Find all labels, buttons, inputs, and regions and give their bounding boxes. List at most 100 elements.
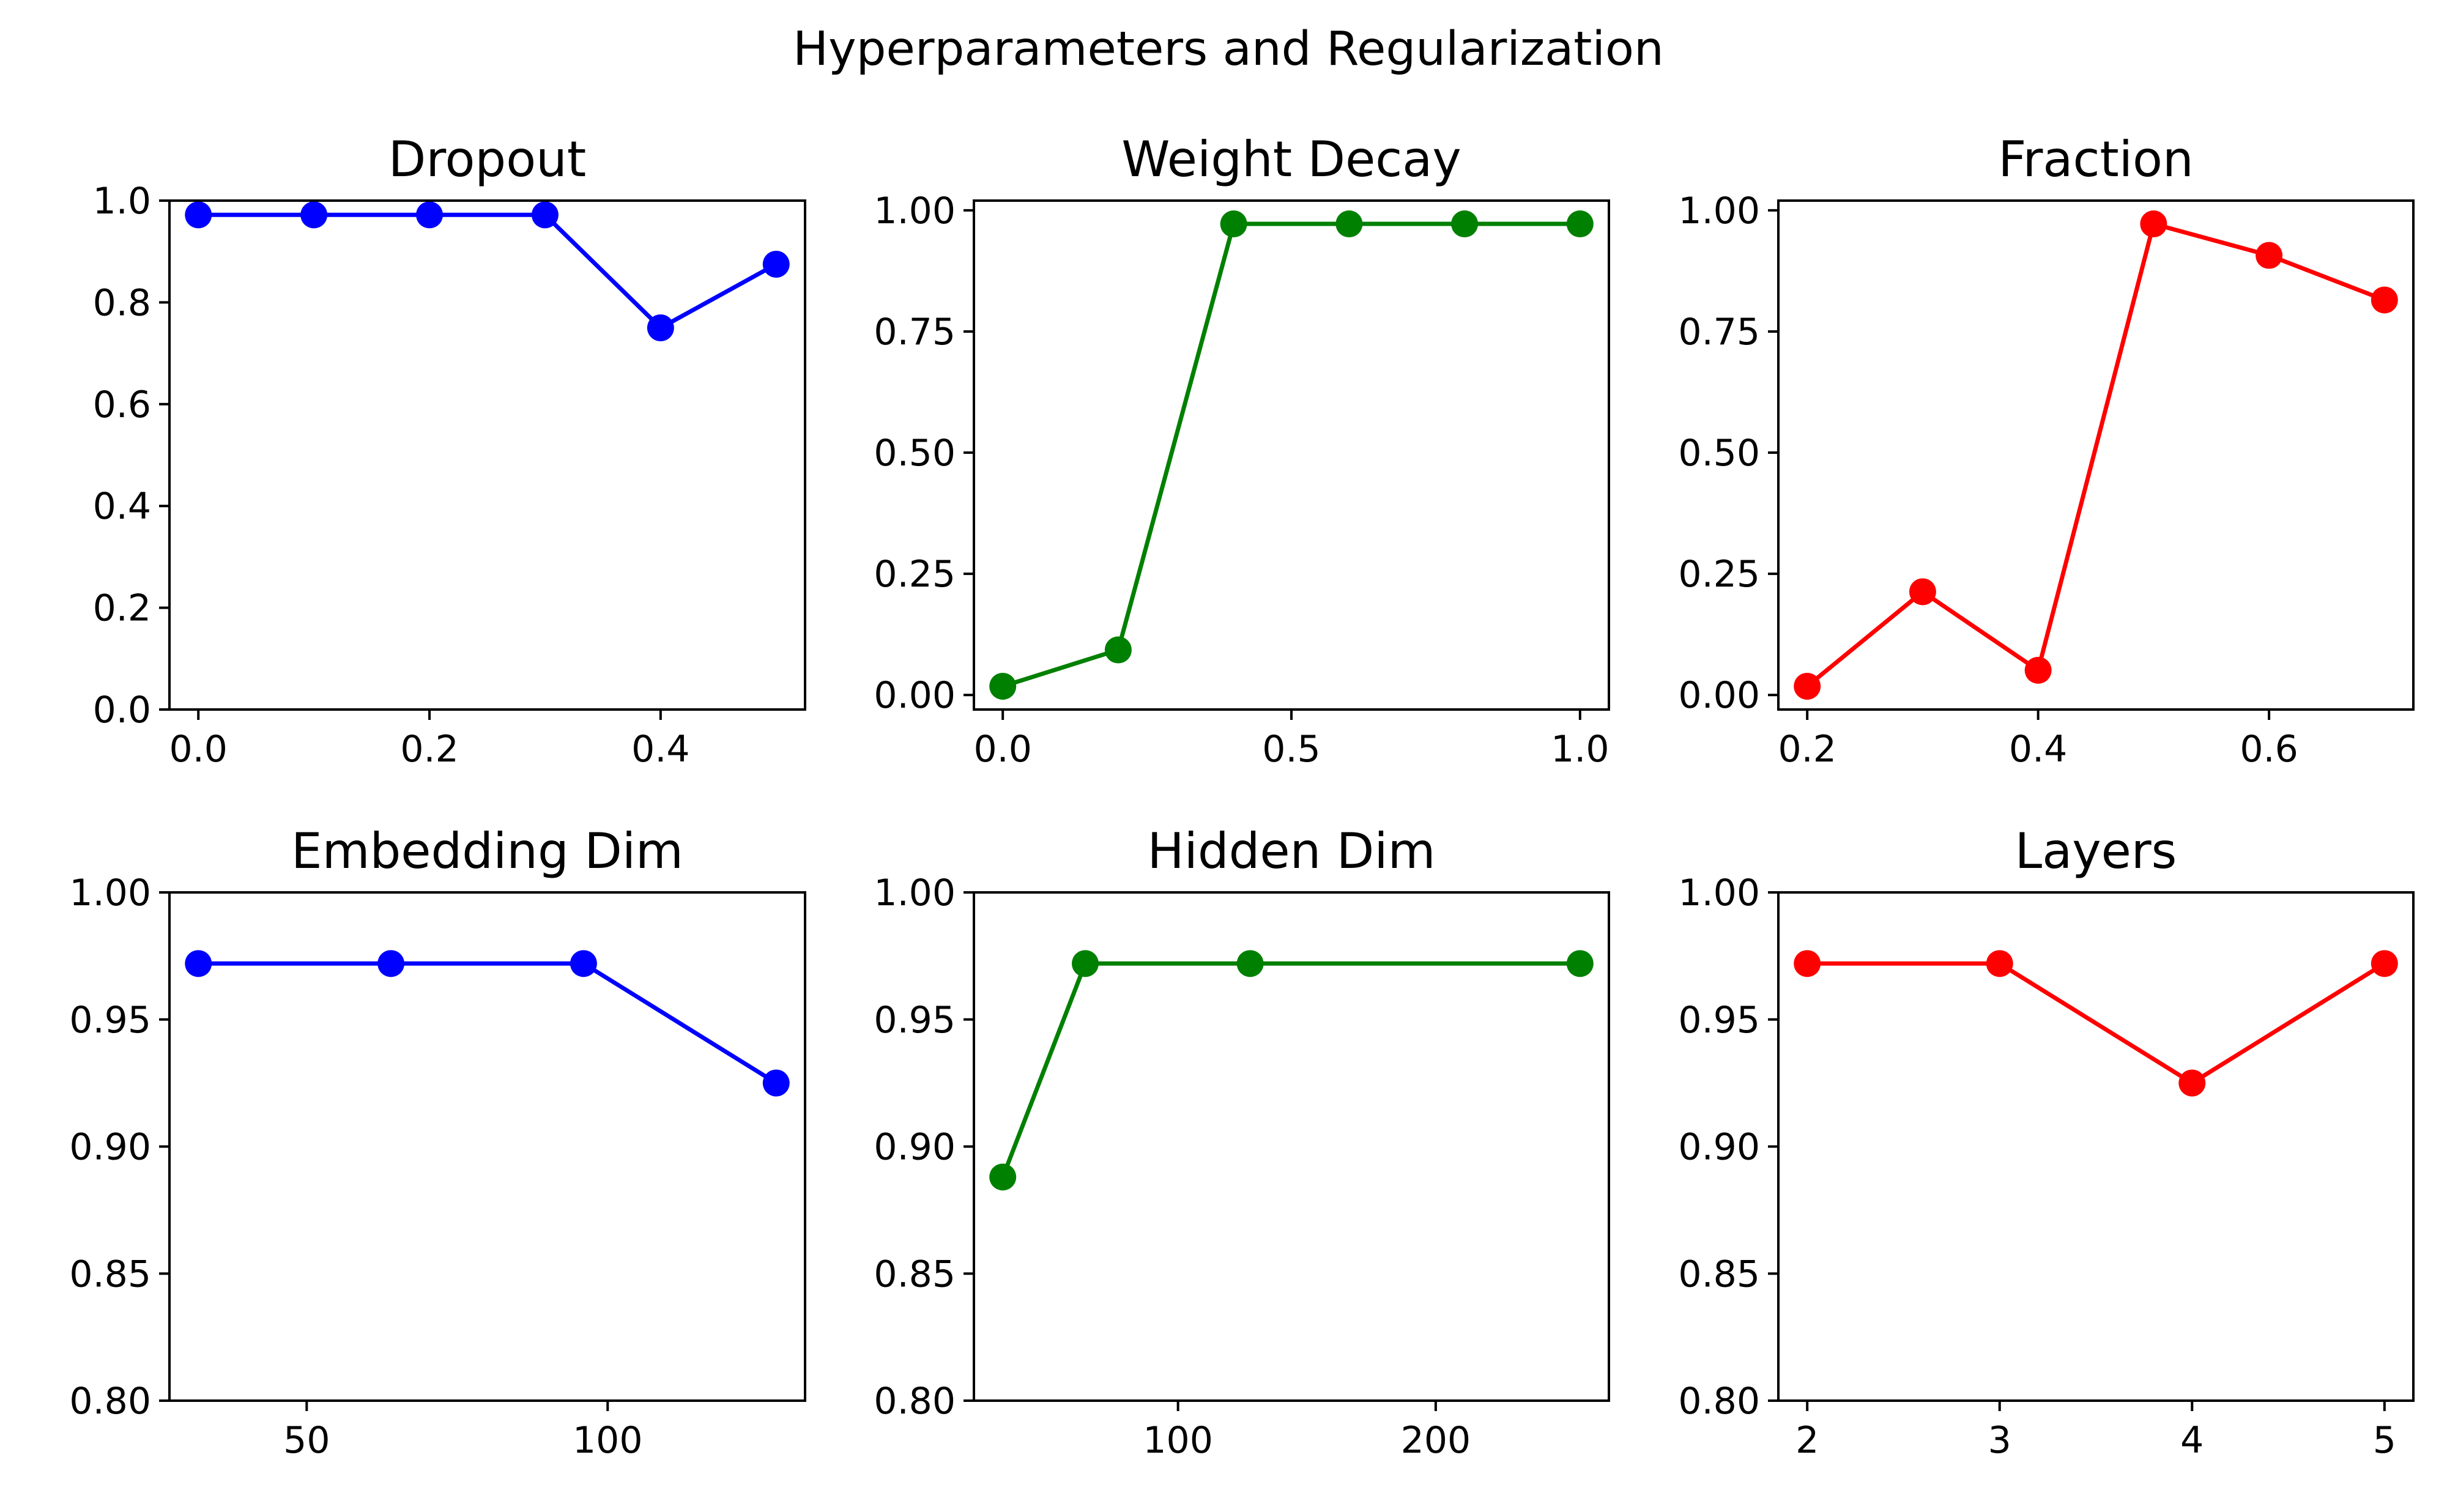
x-tick-label: 100 — [1143, 1419, 1213, 1462]
y-tick-label: 0.0 — [93, 689, 151, 732]
y-tick-label: 1.00 — [874, 190, 956, 232]
data-point — [570, 950, 597, 977]
series-line — [1000, 961, 1583, 1180]
y-tick-label: 0.50 — [874, 432, 956, 475]
y-tick-label: 0.50 — [1678, 432, 1760, 475]
y-tick-label: 0.25 — [874, 553, 956, 596]
data-point — [416, 201, 444, 229]
y-tick-label: 0.85 — [69, 1253, 151, 1295]
data-point — [1909, 578, 1936, 606]
data-point — [2371, 286, 2398, 314]
figure-title: Hyperparameters and Regularization — [793, 22, 1664, 76]
y-tick-label: 0.00 — [1678, 674, 1760, 717]
y-tick-label: 1.00 — [1678, 190, 1760, 232]
x-tick-label: 0.4 — [631, 728, 689, 771]
subplot-title: Embedding Dim — [291, 823, 683, 880]
y-tick-label: 0.25 — [1678, 553, 1760, 596]
y-tick-label: 0.95 — [874, 999, 956, 1042]
data-point — [1104, 636, 1132, 664]
data-point — [647, 314, 674, 341]
data-point — [185, 201, 212, 229]
data-point — [989, 672, 1017, 700]
subplot-title: Dropout — [388, 131, 586, 188]
x-tick-label: 0.5 — [1262, 728, 1320, 771]
subplot-6: Layers 0.80 0.85 0.90 0.95 1.00 2 3 4 5 — [1678, 823, 2415, 1462]
y-tick-label: 1.00 — [69, 872, 151, 914]
subplot-title: Weight Decay — [1121, 131, 1461, 188]
y-tick-label: 0.85 — [874, 1253, 956, 1295]
data-point — [2256, 242, 2283, 269]
x-tick-label: 200 — [1401, 1419, 1471, 1462]
y-tick-label: 1.00 — [874, 872, 956, 914]
axes-frame — [973, 199, 1610, 711]
x-tick-label: 0.4 — [2009, 728, 2067, 771]
data-point — [989, 1163, 1017, 1191]
y-tick-label: 0.80 — [69, 1380, 151, 1423]
data-point — [762, 1069, 790, 1097]
y-tick-label: 0.80 — [874, 1380, 956, 1423]
data-point — [1566, 210, 1594, 238]
data-point — [2371, 950, 2398, 977]
y-tick-label: 1.00 — [1678, 872, 1760, 914]
x-tick-label: 0.0 — [973, 728, 1031, 771]
series-line — [1000, 221, 1583, 689]
x-tick-label: 50 — [283, 1419, 330, 1462]
subplot-4: Embedding Dim 0.80 0.85 0.90 0.95 1.00 50 100 — [69, 823, 806, 1462]
data-point — [2140, 210, 2167, 238]
data-point — [377, 950, 405, 977]
data-point — [2024, 656, 2052, 684]
axes-frame — [1777, 891, 2415, 1402]
y-tick-label: 0.85 — [1678, 1253, 1760, 1295]
series-line — [196, 961, 779, 1086]
x-tick-label: 1.0 — [1551, 728, 1609, 771]
data-point — [1236, 950, 1264, 977]
x-tick-label: 100 — [573, 1419, 643, 1462]
series-line — [1804, 221, 2388, 689]
y-tick-label: 0.90 — [874, 1126, 956, 1169]
data-point — [1071, 950, 1099, 977]
series-line — [196, 212, 779, 330]
x-tick-label: 0.2 — [400, 728, 458, 771]
x-tick-label: 4 — [2180, 1419, 2204, 1462]
subplot-2: Weight Decay 0.00 0.25 0.50 0.75 1.00 0.0 0.5 1.… — [874, 131, 1610, 771]
data-point — [1335, 210, 1363, 238]
subplot-1: Dropout 0.0 0.2 0.4 0.6 0.8 1.0 0.0 0.2 0.4 — [93, 131, 806, 771]
y-tick-label: 0.75 — [874, 311, 956, 354]
y-tick-label: 0.6 — [93, 384, 151, 426]
subplot-grid: Dropout 0.0 0.2 0.4 0.6 0.8 1.0 0.0 0.2 0.4 Weight… — [69, 131, 2415, 1462]
y-tick-label: 0.8 — [93, 281, 151, 324]
y-tick-label: 1.0 — [93, 180, 151, 223]
subplot-title: Fraction — [1998, 131, 2193, 188]
data-point — [300, 201, 328, 229]
y-tick-label: 0.95 — [69, 999, 151, 1042]
data-point — [1451, 210, 1479, 238]
x-tick-label: 0.0 — [169, 728, 228, 771]
y-tick-label: 0.90 — [1678, 1126, 1760, 1169]
series-line — [1805, 960, 2388, 1086]
y-tick-label: 0.90 — [69, 1126, 151, 1169]
data-point — [1986, 950, 2013, 977]
axes-frame — [1777, 199, 2415, 711]
axes-frame — [168, 891, 806, 1402]
x-tick-label: 0.6 — [2240, 728, 2298, 771]
x-tick-label: 2 — [1795, 1419, 1819, 1462]
data-point — [762, 251, 790, 278]
x-tick-label: 3 — [1988, 1419, 2011, 1462]
y-tick-label: 0.80 — [1678, 1380, 1760, 1423]
data-point — [1566, 950, 1594, 977]
axes-frame — [973, 891, 1610, 1402]
data-point — [2178, 1069, 2206, 1097]
x-tick-label: 0.2 — [1778, 728, 1836, 771]
data-point — [531, 201, 559, 229]
x-tick-label: 5 — [2373, 1419, 2396, 1462]
y-tick-label: 0.95 — [1678, 999, 1760, 1042]
subplot-3: Fraction 0.00 0.25 0.50 0.75 1.00 0.2 0.4 0.6 — [1678, 131, 2415, 771]
axes-frame — [168, 199, 806, 711]
y-tick-label: 0.75 — [1678, 311, 1760, 354]
subplot-title: Hidden Dim — [1147, 823, 1435, 880]
y-tick-label: 0.2 — [93, 587, 151, 630]
data-point — [1794, 672, 1821, 700]
subplot-5: Hidden Dim 0.80 0.85 0.90 0.95 1.00 100 200 — [874, 823, 1610, 1462]
